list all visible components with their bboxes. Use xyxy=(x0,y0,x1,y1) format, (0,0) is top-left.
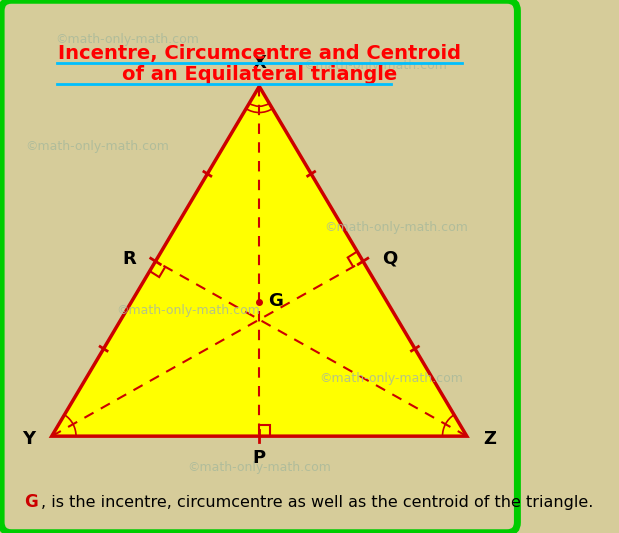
Text: ©math-only-math.com: ©math-only-math.com xyxy=(304,59,448,72)
Text: Y: Y xyxy=(22,430,35,448)
Text: ©math-only-math.com: ©math-only-math.com xyxy=(116,304,261,317)
Text: ©math-only-math.com: ©math-only-math.com xyxy=(324,221,468,234)
Text: P: P xyxy=(253,449,266,467)
Text: of an Equilateral triangle: of an Equilateral triangle xyxy=(122,65,397,84)
Text: ©math-only-math.com: ©math-only-math.com xyxy=(56,33,199,46)
Text: X: X xyxy=(253,54,266,72)
Text: ©math-only-math.com: ©math-only-math.com xyxy=(188,461,331,474)
Text: G: G xyxy=(24,494,38,512)
Text: Z: Z xyxy=(483,430,496,448)
Text: Incentre, Circumcentre and Centroid: Incentre, Circumcentre and Centroid xyxy=(58,44,461,63)
FancyBboxPatch shape xyxy=(1,1,517,532)
Text: Q: Q xyxy=(382,249,397,268)
Polygon shape xyxy=(52,86,467,436)
Text: R: R xyxy=(123,249,136,268)
Text: G: G xyxy=(268,292,283,310)
Text: ©math-only-math.com: ©math-only-math.com xyxy=(319,372,463,385)
Text: ©math-only-math.com: ©math-only-math.com xyxy=(25,140,169,153)
Text: , is the incentre, circumcentre as well as the centroid of the triangle.: , is the incentre, circumcentre as well … xyxy=(41,495,593,510)
